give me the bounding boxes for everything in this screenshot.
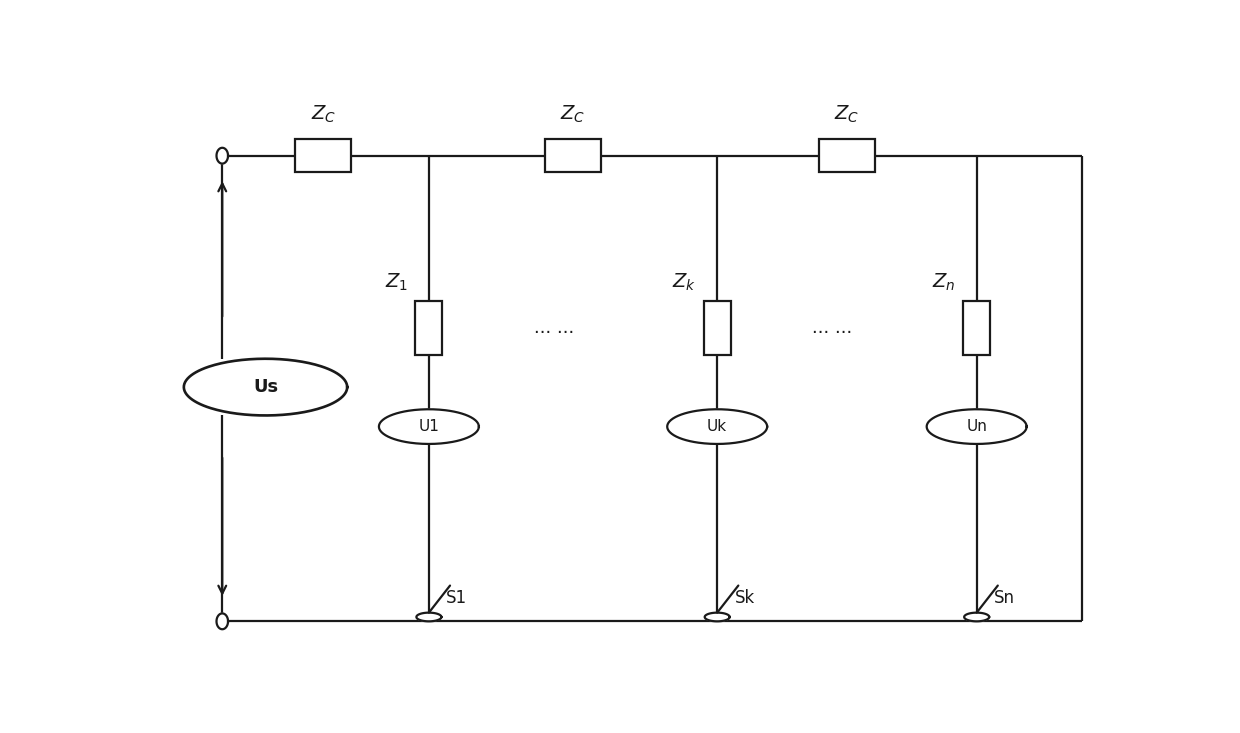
Text: $Z_C$: $Z_C$ — [835, 104, 859, 125]
Text: Sk: Sk — [734, 589, 755, 607]
Polygon shape — [704, 613, 729, 622]
Text: Uk: Uk — [707, 419, 727, 434]
Polygon shape — [417, 613, 441, 622]
Text: Us: Us — [253, 378, 278, 396]
Bar — [295, 139, 351, 172]
Text: S1: S1 — [446, 589, 467, 607]
Bar — [963, 301, 990, 355]
Text: $Z_{k}$: $Z_{k}$ — [672, 271, 696, 292]
Polygon shape — [217, 148, 228, 163]
Polygon shape — [926, 409, 1027, 444]
Bar — [415, 301, 443, 355]
Polygon shape — [667, 409, 768, 444]
Text: $Z_C$: $Z_C$ — [310, 104, 336, 125]
Text: Sn: Sn — [994, 589, 1016, 607]
Bar — [704, 301, 730, 355]
Text: $Z_{1}$: $Z_{1}$ — [384, 271, 408, 292]
Polygon shape — [965, 613, 990, 622]
Text: Un: Un — [966, 419, 987, 434]
Text: $Z_C$: $Z_C$ — [560, 104, 585, 125]
Text: ... ...: ... ... — [812, 319, 853, 337]
Polygon shape — [184, 358, 347, 416]
Text: $Z_{n}$: $Z_{n}$ — [932, 271, 956, 292]
Polygon shape — [379, 409, 479, 444]
Bar — [820, 139, 874, 172]
Text: U1: U1 — [418, 419, 439, 434]
Text: ... ...: ... ... — [533, 319, 574, 337]
Bar — [546, 139, 601, 172]
Polygon shape — [217, 614, 228, 629]
